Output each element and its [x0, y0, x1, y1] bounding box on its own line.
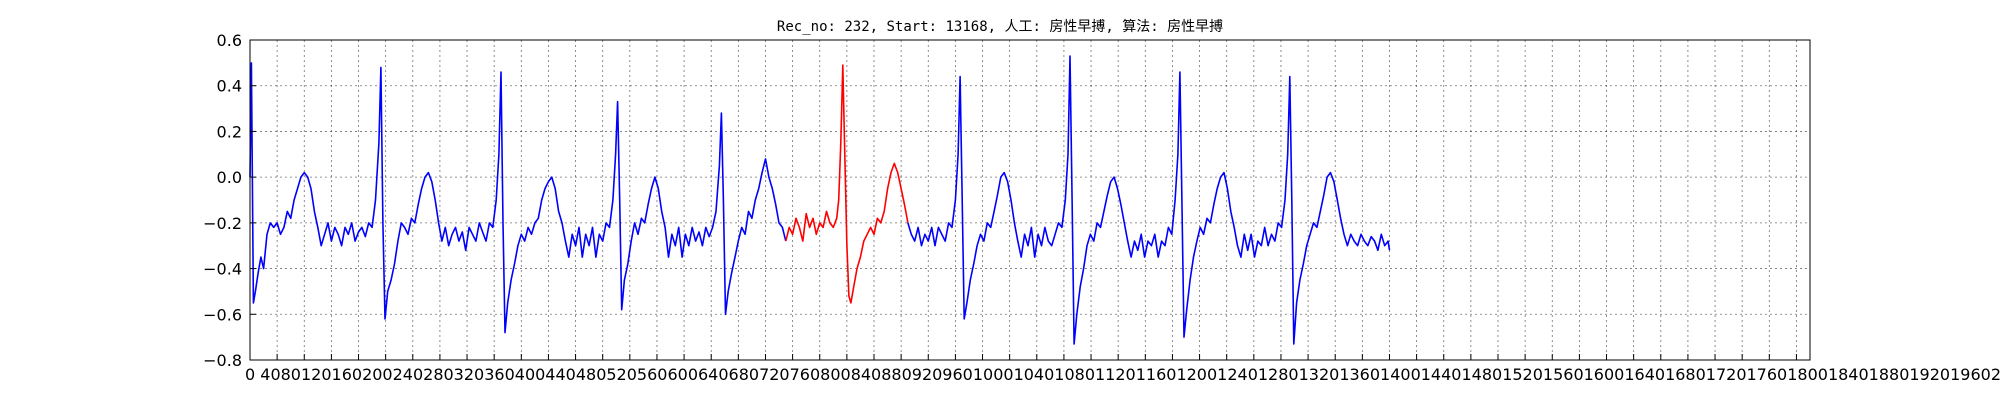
y-axis: 0.6 0.4 0.2 0.0 −0.2 −0.4 −0.6 −0.8 — [203, 31, 256, 370]
y-tick-label: −0.8 — [203, 351, 242, 370]
y-tick-label: 0.2 — [217, 122, 242, 141]
y-tick-label: 0.0 — [217, 168, 242, 187]
chart-title: Rec_no: 232, Start: 13168, 人工: 房性早搏, 算法:… — [777, 18, 1223, 35]
y-tick-label: −0.6 — [203, 305, 242, 324]
ecg-series-after — [908, 56, 1390, 344]
grid — [250, 40, 1810, 360]
y-tick-label: −0.2 — [203, 214, 242, 233]
x-axis: 0 40801201602002402803203604004404805205… — [245, 354, 2000, 384]
y-tick-label: −0.4 — [203, 260, 242, 279]
ecg-series-before — [250, 63, 786, 333]
x-tick-labels: 0 40801201602002402803203604004404805205… — [245, 365, 2000, 384]
y-tick-label: 0.6 — [217, 31, 242, 50]
y-tick-label: 0.4 — [217, 77, 242, 96]
plot-frame — [250, 40, 1810, 360]
